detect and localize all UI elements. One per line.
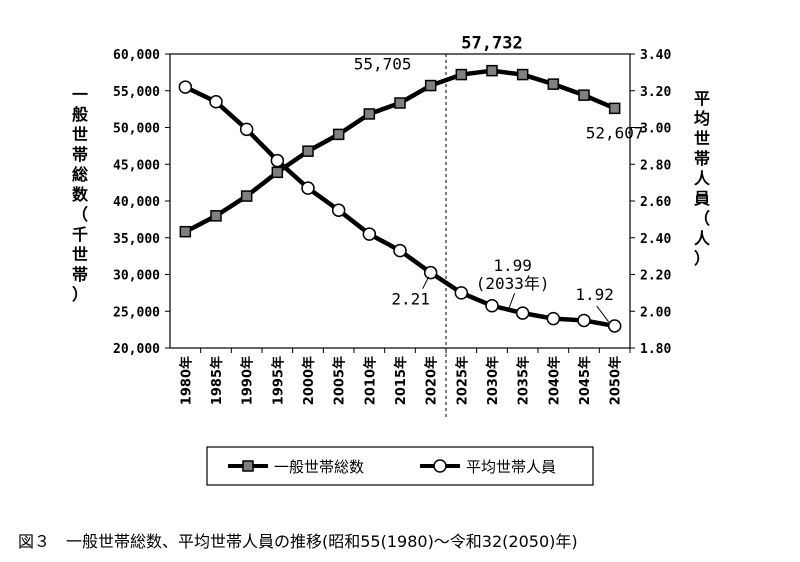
- right-tick-label: 3.00: [640, 122, 671, 137]
- x-tick-label: 2000年: [301, 356, 317, 405]
- household-size-point: [546, 311, 561, 326]
- right-axis-title: 平均世帯人員（人）: [693, 89, 711, 268]
- household-size-point: [423, 265, 438, 280]
- household-size-point: [331, 203, 346, 217]
- data-annotation: 52,607: [586, 123, 644, 142]
- legend-label: 平均世帯人員: [466, 458, 556, 476]
- left-axis-ticks: 20,000 25,000 30,000 35,000 40,000 45,000 50,0…: [113, 48, 170, 357]
- legend-box: [206, 446, 594, 486]
- left-tick-label: 25,000: [113, 305, 160, 320]
- series-line-0: [184, 68, 616, 234]
- x-tick-label: 2025年: [454, 356, 470, 405]
- household-count-point: [516, 68, 529, 81]
- household-count-point: [608, 102, 621, 115]
- right-tick-label: 2.20: [640, 269, 671, 284]
- left-tick-label: 40,000: [113, 195, 160, 210]
- left-tick-label: 20,000: [113, 342, 160, 357]
- right-tick-label: 3.40: [640, 48, 671, 63]
- household-size-point: [270, 153, 285, 168]
- annotation-leader: [422, 276, 430, 289]
- right-tick-label: 2.80: [640, 158, 671, 173]
- right-tick-label: 3.20: [640, 85, 671, 100]
- x-axis-ticks: 1980年 1985年 1990年 1995年 2000年 2005年 2010年 2015年…: [178, 348, 631, 405]
- household-count-point: [302, 145, 314, 157]
- right-axis-ticks: 1.80 2.00 2.20 2.40 2.60 2.80 3.00 3.20 3.40: [630, 48, 671, 357]
- household-count-point: [271, 166, 284, 179]
- data-annotation: 2.21: [391, 290, 430, 309]
- x-tick-label: 2005年: [332, 356, 348, 405]
- x-tick-label: 2015年: [393, 356, 409, 405]
- household-size-point: [393, 243, 407, 258]
- household-size-point: [239, 122, 254, 137]
- x-tick-label: 2045年: [577, 356, 593, 405]
- household-count-point: [455, 68, 468, 81]
- right-tick-label: 1.80: [640, 342, 671, 357]
- x-tick-label: 1980年: [178, 356, 194, 405]
- household-size-point: [607, 319, 622, 333]
- legend: 一般世帯総数 平均世帯人員: [206, 446, 594, 486]
- figure-caption: 図３ 一般世帯総数、平均世帯人員の推移(昭和55(1980)～令和32(2050…: [18, 532, 578, 551]
- x-tick-label: 1995年: [270, 356, 286, 405]
- x-tick-label: 2035年: [516, 356, 532, 405]
- household-size-point: [178, 80, 193, 94]
- x-tick-label: 2010年: [362, 356, 378, 405]
- legend-circle-marker: [433, 459, 447, 473]
- x-tick-label: 2020年: [424, 356, 440, 405]
- household-count-point: [363, 108, 376, 120]
- legend-label: 一般世帯総数: [274, 458, 364, 476]
- right-tick-label: 2.40: [640, 232, 671, 247]
- left-axis-title: 一般世帯総数（千世帯）: [72, 85, 89, 304]
- household-size-point: [209, 95, 223, 109]
- household-count-point: [578, 89, 590, 101]
- data-annotation: 57,732: [461, 34, 522, 54]
- household-size-point: [577, 313, 591, 328]
- household-count-point: [179, 225, 192, 238]
- household-count-point: [210, 210, 222, 222]
- data-annotation: 1.99: [493, 256, 532, 275]
- household-count-point: [394, 97, 406, 109]
- left-tick-label: 60,000: [113, 48, 160, 63]
- annotation-leader: [508, 292, 516, 310]
- household-size-point: [515, 306, 530, 320]
- annotation-leader: [596, 305, 610, 323]
- household-count-point: [332, 128, 345, 141]
- household-size-point: [485, 298, 499, 313]
- legend-square-marker: [242, 460, 254, 472]
- household-size-point: [301, 181, 315, 195]
- left-tick-label: 30,000: [113, 269, 160, 284]
- axis-titles: 一般世帯総数（千世帯） 平均世帯人員（人）: [72, 85, 711, 304]
- household-count-point: [424, 79, 437, 92]
- x-tick-label: 1990年: [240, 356, 256, 405]
- data-annotations: 55,705 57,732 52,607 2.21 1.99(2033年) 1.92: [354, 34, 644, 323]
- data-annotation: (2033年): [476, 274, 550, 293]
- x-tick-label: 2050年: [608, 356, 624, 405]
- data-annotation: 55,705: [354, 55, 412, 74]
- left-tick-label: 35,000: [113, 232, 160, 247]
- x-tick-label: 1985年: [209, 356, 225, 405]
- household-size-point: [454, 286, 469, 300]
- left-tick-label: 45,000: [113, 158, 160, 173]
- right-tick-label: 2.60: [640, 195, 671, 210]
- right-tick-label: 2.00: [640, 305, 671, 320]
- line-chart: 20,000 25,000 30,000 35,000 40,000 45,000 50,0…: [72, 34, 711, 486]
- household-count-point: [547, 78, 560, 90]
- series-markers: [178, 64, 622, 333]
- household-count-point: [240, 190, 253, 202]
- left-tick-label: 50,000: [113, 122, 160, 137]
- x-tick-label: 2040年: [546, 356, 562, 405]
- x-tick-label: 2030年: [485, 356, 501, 405]
- data-annotation: 1.92: [575, 285, 614, 304]
- left-tick-label: 55,000: [113, 85, 160, 100]
- household-count-point: [486, 64, 498, 77]
- household-size-point: [362, 227, 377, 241]
